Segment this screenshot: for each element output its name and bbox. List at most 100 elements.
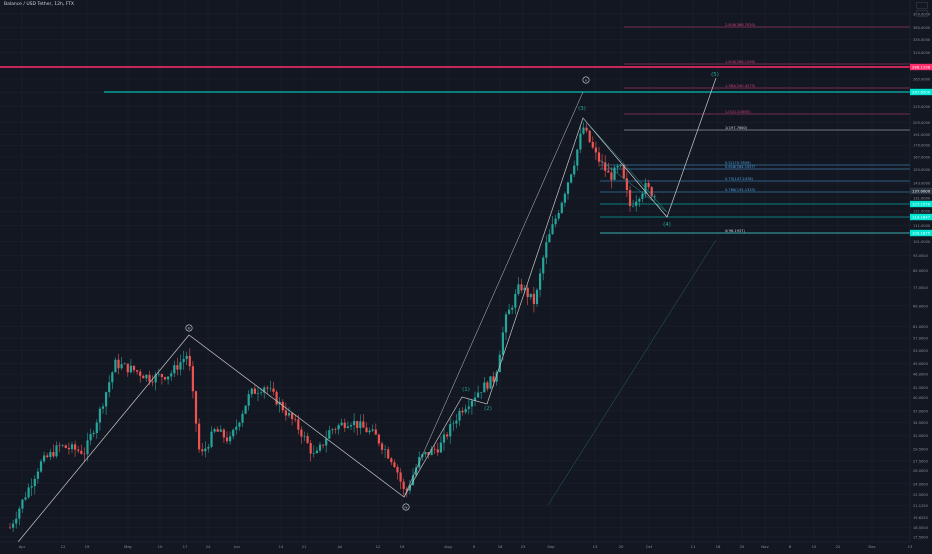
chart-controls[interactable]: [916, 2, 928, 17]
svg-text:iii: iii: [188, 326, 191, 330]
candle-body: [201, 449, 204, 452]
x-tick-label: Oct: [646, 544, 653, 549]
candles: [8, 122, 656, 533]
wave-3-channel[interactable]: [403, 91, 584, 498]
candle-body: [539, 273, 542, 290]
y-tick-label: 42.5000: [913, 386, 929, 390]
candle-body: [604, 162, 607, 171]
candle-body: [483, 382, 486, 393]
candle-body: [253, 388, 256, 394]
candle-body: [213, 429, 216, 432]
price-label: 100.1875: [910, 229, 932, 237]
settings-icon[interactable]: [916, 2, 928, 9]
candle-body: [545, 242, 548, 258]
candle-body: [529, 293, 532, 298]
candle-body: [535, 289, 539, 304]
impulse-wave-line[interactable]: [17, 77, 717, 543]
candle-body: [86, 440, 89, 455]
y-tick-label: 40.0000: [913, 396, 929, 400]
y-tick-label: 26.0000: [913, 469, 929, 473]
candle-body: [331, 429, 334, 431]
y-tick-label: 27.5000: [913, 459, 929, 463]
price-labels: 288.1298 247.6500 137.0000 127.1570 114.1847…: [910, 63, 932, 237]
candle-body: [452, 423, 455, 425]
candle-body: [560, 202, 563, 214]
candle-body: [390, 458, 393, 463]
candle-body: [101, 406, 105, 409]
y-tick-label: 49.0000: [913, 362, 929, 366]
price-label: 114.1847: [910, 213, 932, 221]
y-tick-label: 111.0000: [913, 224, 931, 228]
candle-body: [408, 485, 411, 491]
candle-body: [80, 450, 83, 454]
candle-body: [647, 183, 650, 188]
candle-body: [619, 164, 622, 167]
fib-level-label: 0.75(147.2478): [725, 177, 754, 181]
x-tick-label: 10: [158, 544, 163, 549]
y-tick-label: 191.0000: [913, 133, 931, 137]
candle-body: [126, 363, 129, 373]
candle-body: [123, 363, 126, 365]
candle-body: [402, 481, 405, 489]
candle-body: [117, 359, 120, 369]
candle-body: [641, 193, 644, 199]
svg-text:137.0000: 137.0000: [912, 188, 931, 193]
y-tick-label: 179.0000: [913, 144, 931, 148]
candle-body: [477, 392, 480, 398]
candle-body: [275, 391, 278, 405]
x-tick-label: 23: [521, 544, 526, 549]
candle-body: [284, 410, 287, 416]
x-tick-label: 13: [908, 544, 913, 549]
candle-body: [343, 422, 346, 428]
wave-label: (2): [484, 406, 492, 412]
candle-body: [622, 164, 625, 179]
candle-body: [24, 497, 27, 500]
candle-body: [486, 382, 489, 389]
candle-body: [225, 437, 229, 442]
x-tick-label: 19: [85, 544, 90, 549]
candle-body: [39, 461, 43, 472]
candle-body: [517, 284, 520, 294]
candle-body: [303, 435, 306, 437]
candle-body: [83, 453, 86, 455]
candle-body: [114, 359, 117, 373]
wave-labels: (1) (2) (3) (4) (5) iii iv v: [185, 72, 719, 511]
price-label: 288.1298: [910, 63, 932, 71]
x-tick-label: 12: [61, 544, 66, 549]
zoom-icon[interactable]: [916, 10, 928, 17]
candle-body: [415, 467, 418, 476]
x-tick-label: 20: [619, 544, 624, 549]
candle-body: [167, 376, 170, 380]
candle-body: [235, 426, 238, 430]
candle-body: [198, 423, 201, 450]
candle-body: [222, 429, 225, 438]
candle-body: [458, 410, 461, 421]
circled-wave-label: iv: [402, 503, 410, 511]
x-tick-label: 22: [836, 544, 841, 549]
candle-body: [33, 478, 36, 487]
candle-body: [353, 420, 356, 426]
candle-body: [89, 434, 92, 441]
target-projection-line[interactable]: [547, 239, 717, 506]
wave-label: (4): [663, 222, 671, 228]
candle-body: [179, 362, 182, 370]
candle-body: [470, 400, 473, 407]
y-tick-label: 155.0000: [913, 168, 931, 172]
svg-text:288.1298: 288.1298: [912, 64, 931, 69]
candle-body: [67, 448, 70, 450]
fib-level-label: 0.618(164.1927): [725, 165, 756, 169]
candle-body: [58, 445, 61, 447]
correction-channel[interactable]: [582, 117, 668, 213]
candle-body: [49, 452, 52, 458]
candle-body: [501, 332, 504, 355]
candle-body: [297, 419, 300, 430]
candle-body: [148, 374, 151, 382]
svg-text:114.1847: 114.1847: [912, 214, 931, 219]
candle-body: [43, 455, 46, 462]
candle-body: [346, 426, 349, 428]
candle-body: [365, 427, 368, 433]
y-tick-label: 77.0000: [913, 286, 929, 290]
candle-body: [480, 392, 483, 393]
